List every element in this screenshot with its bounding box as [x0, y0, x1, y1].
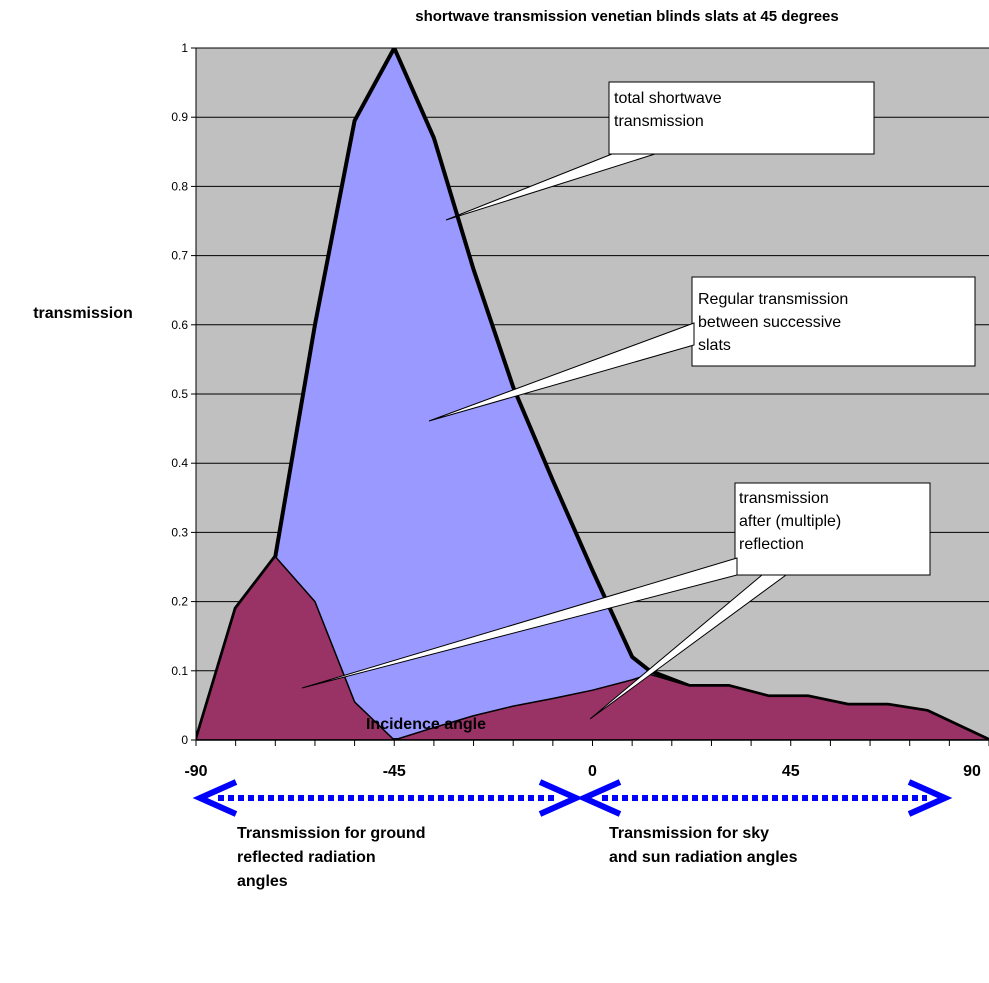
y-tick-label: 0.2	[171, 595, 188, 609]
x-axis-title: Incidence angle	[366, 716, 486, 733]
area-reflected	[196, 555, 989, 740]
callout-pointer	[301, 557, 738, 689]
region-label: angles	[237, 873, 288, 890]
y-tick-label: 0.7	[171, 249, 188, 263]
x-tick-label: 0	[588, 763, 597, 780]
callout-pointer	[428, 322, 695, 422]
callouts: total shortwave transmission Regular trans…	[301, 81, 976, 720]
callout-box	[691, 276, 976, 367]
x-tick-label: -90	[184, 763, 207, 780]
y-tick-label: 0.3	[171, 525, 188, 539]
callout-3: transmission after (multiple) reflection	[301, 482, 931, 720]
x-axis-ticks: -90 -45 0 45 90	[184, 763, 981, 780]
callout-1: total shortwave transmission	[445, 81, 875, 221]
region-arrow-2	[576, 779, 953, 817]
y-axis-ticks: 0 0.1 0.2 0.3 0.4 0.5 0.6 0.7 0.8 0.9 1	[171, 41, 196, 747]
callout-text: between successive	[698, 314, 841, 331]
region-label: Transmission for sky	[609, 825, 769, 842]
y-tick-label: 0.8	[171, 179, 188, 193]
callout-2: Regular transmission between successive sl…	[428, 276, 976, 422]
arrow-head-right	[907, 779, 953, 817]
callout-box	[734, 482, 931, 576]
callout-text: Regular transmission	[698, 291, 848, 308]
callout-text: slats	[698, 337, 731, 354]
area-series	[196, 48, 989, 740]
callout-pointer	[445, 153, 656, 221]
x-tick-label: 45	[782, 763, 800, 780]
arrow-head-left	[576, 779, 622, 817]
y-tick-label: 0	[181, 733, 188, 747]
y-tick-label: 0.9	[171, 110, 188, 124]
region-label: and sun radiation angles	[609, 849, 798, 866]
callout-text: transmission	[739, 490, 829, 507]
x-tick-label: -45	[383, 763, 406, 780]
arrow-head-right	[538, 779, 584, 817]
callout-pointer	[589, 574, 788, 720]
callout-box	[608, 81, 875, 155]
x-tick-label: 90	[963, 763, 981, 780]
callout-text: total shortwave	[614, 90, 722, 107]
y-tick-label: 0.1	[171, 664, 188, 678]
y-tick-label: 0.5	[171, 387, 188, 401]
axes	[195, 48, 989, 746]
region-label: Transmission for ground	[237, 825, 425, 842]
arrow-head-left	[192, 779, 238, 817]
region-label: reflected radiation	[237, 849, 376, 866]
y-tick-label: 1	[181, 41, 188, 55]
chart-title: shortwave transmission venetian blinds s…	[415, 8, 839, 25]
region-arrow-1	[192, 779, 584, 817]
angle-regions: Transmission for ground reflected radiati…	[192, 779, 953, 890]
y-tick-label: 0.6	[171, 318, 188, 332]
callout-text: transmission	[614, 113, 704, 130]
y-axis-title: transmission	[33, 305, 133, 322]
y-tick-label: 0.4	[171, 456, 188, 470]
callout-text: reflection	[739, 536, 804, 553]
callout-text: after (multiple)	[739, 513, 841, 530]
